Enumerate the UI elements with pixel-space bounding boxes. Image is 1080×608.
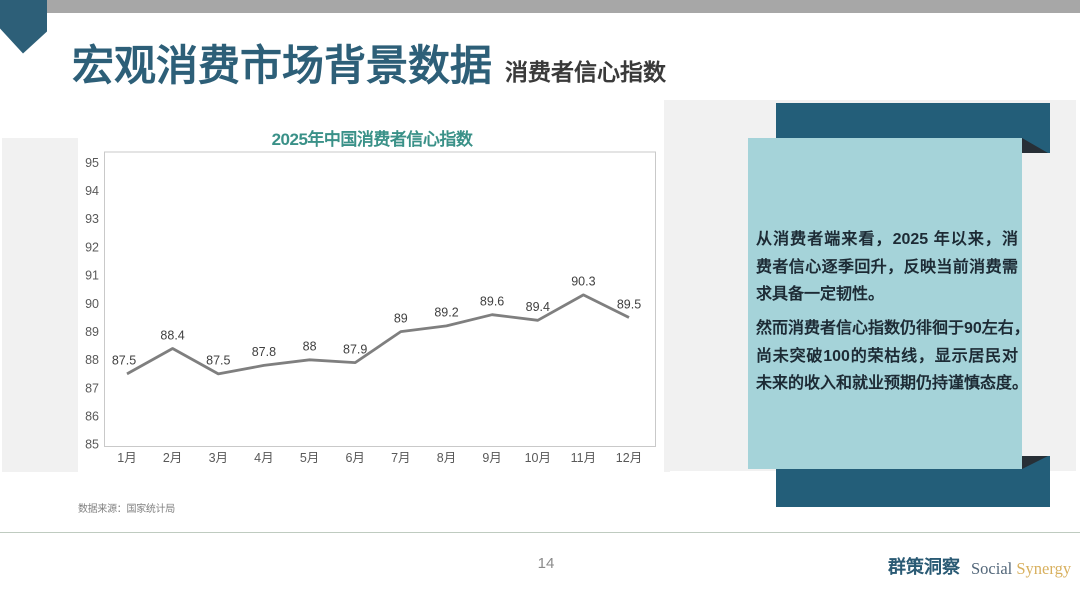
svg-text:88: 88 (303, 340, 317, 354)
svg-text:87.9: 87.9 (343, 342, 367, 356)
svg-text:10月: 10月 (525, 451, 551, 465)
svg-text:93: 93 (85, 212, 99, 226)
svg-text:89.5: 89.5 (617, 297, 641, 311)
svg-text:89.6: 89.6 (480, 295, 504, 309)
svg-text:94: 94 (85, 184, 99, 198)
svg-text:87.8: 87.8 (252, 345, 276, 359)
svg-text:92: 92 (85, 240, 99, 254)
svg-text:8月: 8月 (437, 451, 456, 465)
svg-text:90.3: 90.3 (571, 275, 595, 289)
svg-text:89: 89 (394, 311, 408, 325)
svg-text:2月: 2月 (163, 451, 182, 465)
svg-text:87: 87 (85, 381, 99, 395)
svg-text:5月: 5月 (300, 451, 319, 465)
svg-text:4月: 4月 (254, 451, 273, 465)
svg-text:3月: 3月 (209, 451, 228, 465)
svg-text:11月: 11月 (571, 451, 596, 465)
svg-text:90: 90 (85, 297, 99, 311)
svg-text:12月: 12月 (616, 451, 642, 465)
svg-text:2025年中国消费者信心指数: 2025年中国消费者信心指数 (272, 129, 474, 149)
svg-text:85: 85 (85, 438, 99, 452)
svg-text:87.5: 87.5 (112, 354, 136, 368)
svg-text:7月: 7月 (391, 451, 410, 465)
svg-text:6月: 6月 (345, 451, 364, 465)
svg-text:9月: 9月 (482, 451, 501, 465)
svg-text:89: 89 (85, 325, 99, 339)
svg-text:89.2: 89.2 (434, 306, 458, 320)
svg-text:86: 86 (85, 410, 99, 424)
svg-text:87.5: 87.5 (206, 354, 230, 368)
svg-text:88: 88 (85, 353, 99, 367)
svg-text:1月: 1月 (117, 451, 136, 465)
svg-text:91: 91 (85, 269, 99, 283)
svg-text:89.4: 89.4 (526, 300, 550, 314)
svg-text:95: 95 (85, 156, 99, 170)
svg-text:88.4: 88.4 (160, 328, 184, 342)
